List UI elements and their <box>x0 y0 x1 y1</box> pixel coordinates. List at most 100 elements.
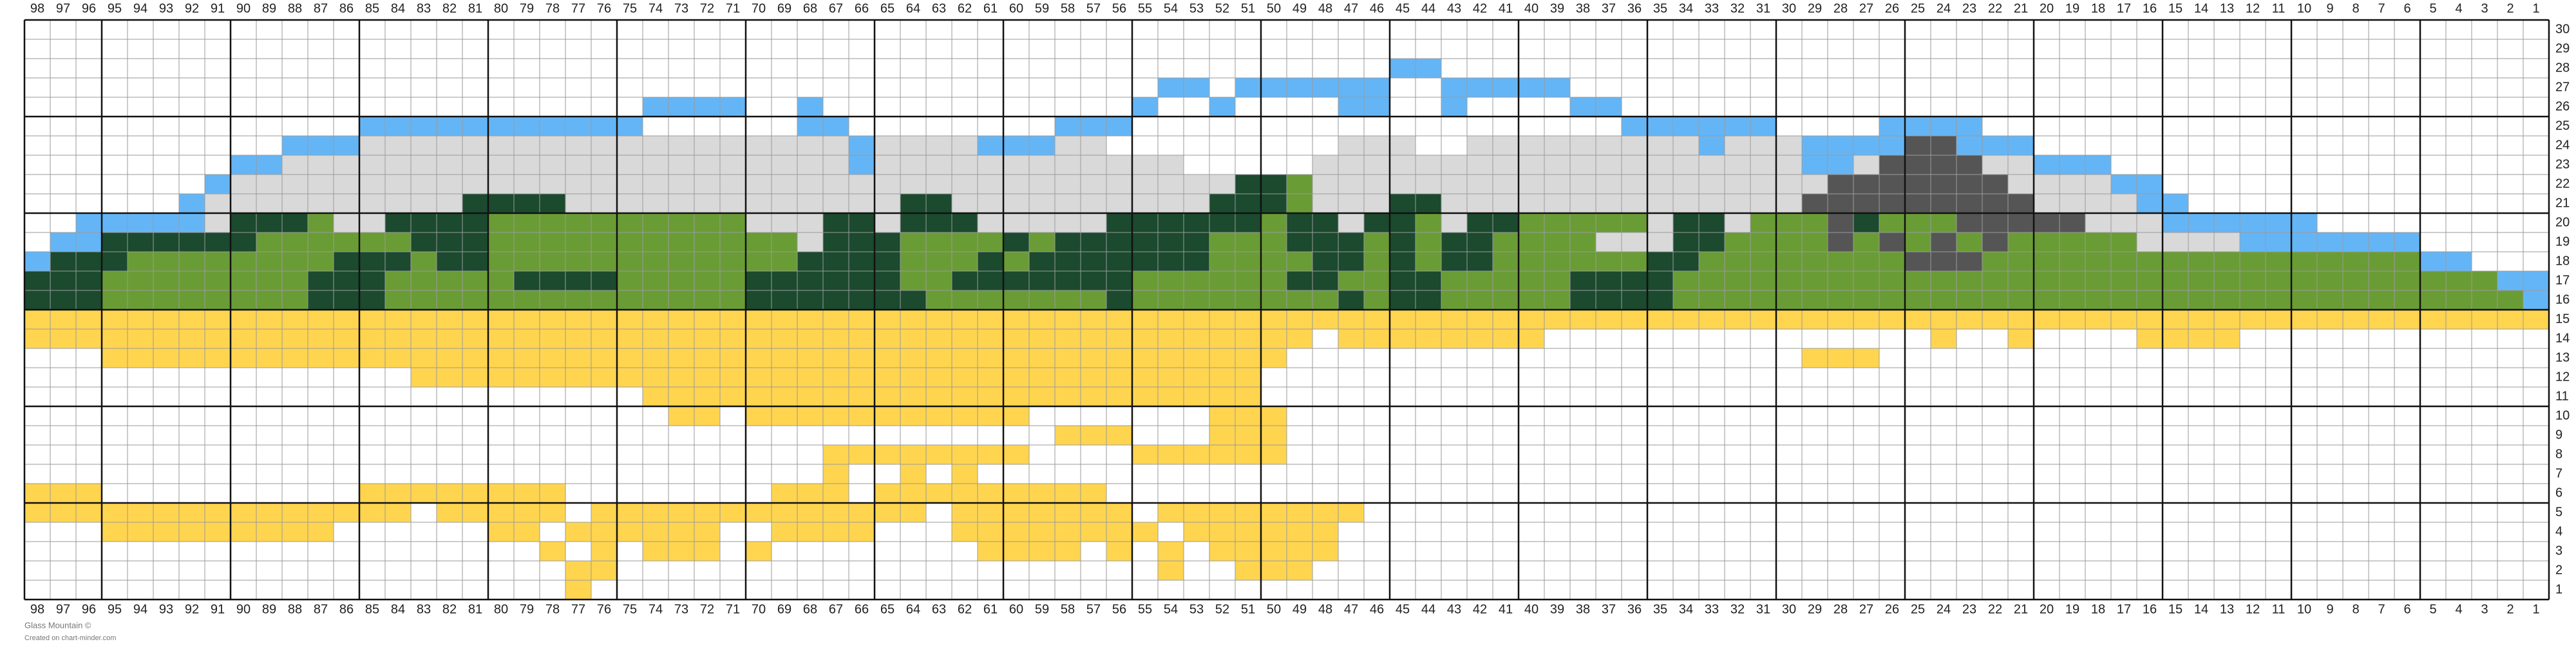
cell <box>1982 290 2008 310</box>
cell <box>1364 252 1390 271</box>
cell <box>1209 522 1235 542</box>
cell <box>308 252 334 271</box>
column-label: 58 <box>1061 1 1075 15</box>
cell <box>720 368 746 387</box>
cell <box>2188 232 2214 252</box>
cell <box>2214 252 2240 271</box>
cell <box>1261 406 1287 426</box>
cell <box>1003 348 1029 368</box>
cell <box>2266 271 2291 290</box>
cell <box>849 387 875 406</box>
cell <box>1982 136 2008 155</box>
cell <box>462 368 488 387</box>
cell <box>411 271 437 290</box>
cell <box>1312 271 1338 290</box>
cell <box>1802 213 1828 232</box>
cell <box>1956 136 1982 155</box>
column-label: 45 <box>1396 1 1410 15</box>
cell <box>2214 310 2240 329</box>
cell <box>591 310 617 329</box>
cell <box>952 387 978 406</box>
cell <box>668 232 694 252</box>
column-label: 79 <box>520 1 534 15</box>
cell <box>1184 194 1209 213</box>
cell <box>1544 136 1570 155</box>
cell <box>1184 503 1209 522</box>
cell <box>2240 310 2266 329</box>
cell <box>385 175 411 194</box>
row-label: 11 <box>2555 389 2569 403</box>
cell <box>1029 232 1055 252</box>
cell <box>1647 155 1673 175</box>
cell <box>1209 194 1235 213</box>
cell <box>1184 252 1209 271</box>
cell <box>1802 252 1828 271</box>
cell <box>1235 406 1261 426</box>
cell <box>102 310 128 329</box>
cell <box>2188 252 2214 271</box>
column-label: 59 <box>1035 602 1049 616</box>
cell <box>282 310 308 329</box>
cell <box>720 503 746 522</box>
cell <box>849 348 875 368</box>
cell <box>1879 213 1905 232</box>
cell <box>1776 310 1802 329</box>
cell <box>1544 194 1570 213</box>
cell <box>256 252 282 271</box>
cell <box>462 155 488 175</box>
cell <box>591 271 617 290</box>
cell <box>1647 310 1673 329</box>
cell <box>488 213 514 232</box>
cell <box>2266 290 2291 310</box>
cell <box>900 232 926 252</box>
cell <box>308 232 334 252</box>
cell <box>540 503 565 522</box>
cell <box>2214 290 2240 310</box>
cell <box>514 503 540 522</box>
cell <box>746 387 772 406</box>
cell <box>2343 290 2369 310</box>
cell <box>1055 117 1081 136</box>
row-label: 4 <box>2555 524 2562 538</box>
cell <box>617 329 643 348</box>
cell <box>76 484 102 503</box>
cell <box>797 232 823 252</box>
cell <box>2111 290 2137 310</box>
column-label: 31 <box>1756 1 1770 15</box>
column-label: 86 <box>339 602 354 616</box>
cell <box>926 329 952 348</box>
cell <box>1003 175 1029 194</box>
cell <box>1235 213 1261 232</box>
cell <box>1493 232 1519 252</box>
column-label: 88 <box>288 602 302 616</box>
cell <box>1132 271 1158 290</box>
cell <box>591 213 617 232</box>
cell <box>488 290 514 310</box>
cell <box>1853 348 1879 368</box>
cell <box>1106 368 1132 387</box>
cell <box>1519 232 1544 252</box>
cell <box>823 155 849 175</box>
cell <box>1853 213 1879 232</box>
cell <box>256 175 282 194</box>
cell <box>1570 155 1596 175</box>
cell <box>591 329 617 348</box>
cell <box>1596 194 1622 213</box>
cell <box>591 542 617 561</box>
cell <box>694 194 720 213</box>
cell <box>1931 117 1956 136</box>
cell <box>462 329 488 348</box>
cell <box>2317 271 2343 290</box>
row-label: 5 <box>2555 505 2562 519</box>
cell <box>1725 310 1750 329</box>
cell <box>256 522 282 542</box>
cell <box>2085 232 2111 252</box>
column-label: 34 <box>1679 602 1693 616</box>
cell <box>205 252 231 271</box>
cell <box>24 329 50 348</box>
cell <box>1441 329 1467 348</box>
column-label: 50 <box>1267 1 1281 15</box>
cell <box>385 155 411 175</box>
cell <box>926 348 952 368</box>
cell <box>514 368 540 387</box>
